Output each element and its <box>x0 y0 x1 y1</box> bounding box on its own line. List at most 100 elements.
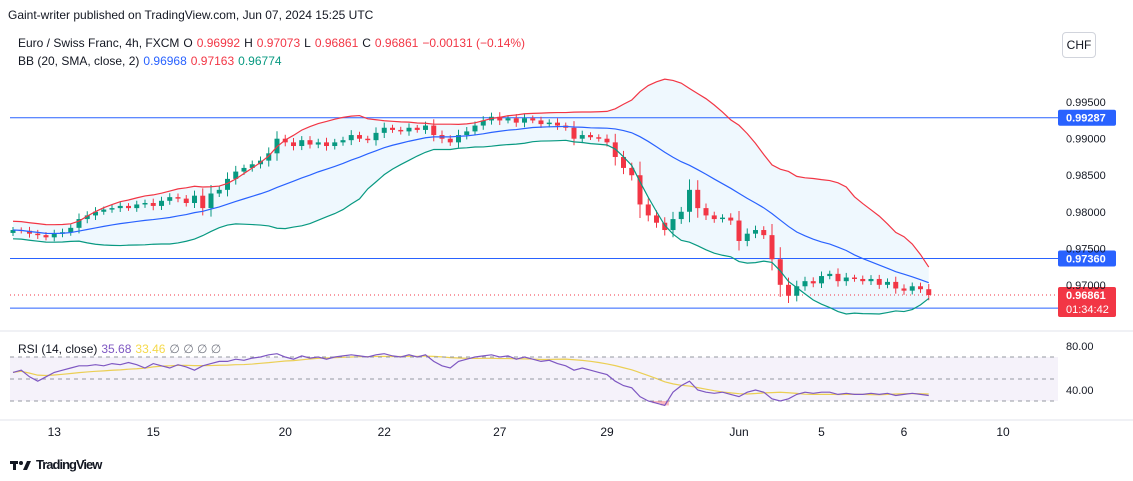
candle-body <box>794 286 800 296</box>
candle-body <box>489 116 494 121</box>
candle-body <box>200 195 206 209</box>
candle-body <box>843 277 849 282</box>
footer: TradingView <box>10 457 102 472</box>
candle-body <box>687 189 692 212</box>
price-tick-label: 0.99000 <box>1066 134 1106 146</box>
candle-body <box>505 118 511 121</box>
level-price-tag <box>1058 250 1116 267</box>
price-tick-label: 0.97500 <box>1066 243 1106 255</box>
candle-body <box>604 138 610 143</box>
time-tick-label: 20 <box>279 425 293 439</box>
bb-legend: BB (20, SMA, close, 2) 0.96968 0.97163 0… <box>18 54 282 68</box>
candle-body <box>390 127 395 130</box>
candle-body <box>670 219 676 231</box>
candle-body <box>769 235 775 260</box>
candle-body <box>637 175 643 205</box>
candle-body <box>786 284 791 296</box>
bb-label[interactable]: BB (20, SMA, close, 2) <box>18 54 140 68</box>
candle-body <box>183 198 189 203</box>
candle-body <box>678 211 684 220</box>
candle-body <box>134 204 140 209</box>
price-tick-label: 0.99500 <box>1066 97 1106 109</box>
candle-body <box>868 278 874 282</box>
candle-body <box>324 142 329 147</box>
candle-body <box>744 233 750 241</box>
candle-body <box>398 129 404 132</box>
candle-body <box>810 281 816 284</box>
price-tick-label: 0.98000 <box>1066 207 1106 219</box>
price-tick-label: 0.98500 <box>1066 170 1106 182</box>
candle-body <box>109 208 115 210</box>
level-price-label: 0.97360 <box>1066 254 1106 266</box>
tradingview-brand[interactable]: TradingView <box>36 457 102 472</box>
candle-body <box>860 278 866 282</box>
time-tick-label: 5 <box>818 425 825 439</box>
candle-body <box>68 227 74 233</box>
open-value: 0.96992 <box>196 36 241 50</box>
candle-body <box>703 208 709 216</box>
candle-body <box>596 137 602 139</box>
candle-body <box>835 273 841 282</box>
candle-body <box>901 288 907 291</box>
candle-body <box>76 219 82 228</box>
rsi-tick-label: 40.00 <box>1066 385 1094 397</box>
candle-body <box>35 233 41 236</box>
candle-body <box>918 286 923 290</box>
candle-body <box>167 197 173 201</box>
symbol-title[interactable]: Euro / Swiss Franc, 4h, FXCM <box>18 36 180 50</box>
candle-body <box>728 217 734 221</box>
bb-lower-value: 0.96774 <box>238 54 282 68</box>
candle-body <box>18 230 24 232</box>
published-caption: Gaint-writer published on TradingView.co… <box>8 8 374 22</box>
currency-button[interactable]: CHF <box>1062 32 1096 58</box>
candle-body <box>802 281 808 287</box>
candle-body <box>819 276 824 284</box>
candle-body <box>150 202 156 206</box>
candle-body <box>27 230 32 234</box>
candle-body <box>571 127 577 139</box>
candle-body <box>101 209 107 212</box>
candle-body <box>662 222 668 231</box>
candle-body <box>381 127 387 133</box>
candle-body <box>736 220 742 241</box>
candle-body <box>406 127 412 132</box>
candle-body <box>777 259 783 285</box>
candle-body <box>621 156 626 168</box>
last-price-label: 0.96861 <box>1066 290 1106 302</box>
rsi-tick-label: 80.00 <box>1066 341 1094 353</box>
candle-body <box>522 118 527 123</box>
candle-body <box>307 140 313 145</box>
candle-body <box>51 233 57 238</box>
candle-body <box>282 138 288 143</box>
candle-body <box>258 160 263 165</box>
candle-body <box>373 132 379 141</box>
price-tick-label: 0.97000 <box>1066 280 1106 292</box>
candle-body <box>926 289 932 296</box>
candle-body <box>10 230 16 233</box>
bb-basis-value: 0.96968 <box>143 54 187 68</box>
rsi-extra: ∅ ∅ ∅ ∅ <box>169 342 222 356</box>
candle-body <box>464 131 470 136</box>
rsi-line <box>12 353 929 407</box>
candle-body <box>348 135 354 141</box>
change-value: −0.00131 (−0.14%) <box>422 36 526 50</box>
level-price-label: 0.96681 <box>1066 303 1106 315</box>
candle-body <box>340 140 346 143</box>
candle-body <box>555 122 560 126</box>
candle-body <box>761 230 767 236</box>
candle-body <box>93 211 98 216</box>
candle-body <box>274 138 280 154</box>
candle-body <box>233 171 239 179</box>
time-tick-label: 27 <box>493 425 507 439</box>
candle-body <box>538 120 544 125</box>
candle-body <box>852 277 857 279</box>
last-price-tag <box>1058 286 1116 317</box>
time-tick-label: 6 <box>901 425 908 439</box>
time-tick-label: Jun <box>729 425 748 439</box>
candle-body <box>629 167 635 176</box>
candle-body <box>365 138 371 141</box>
rsi-label[interactable]: RSI (14, close) <box>18 342 98 356</box>
